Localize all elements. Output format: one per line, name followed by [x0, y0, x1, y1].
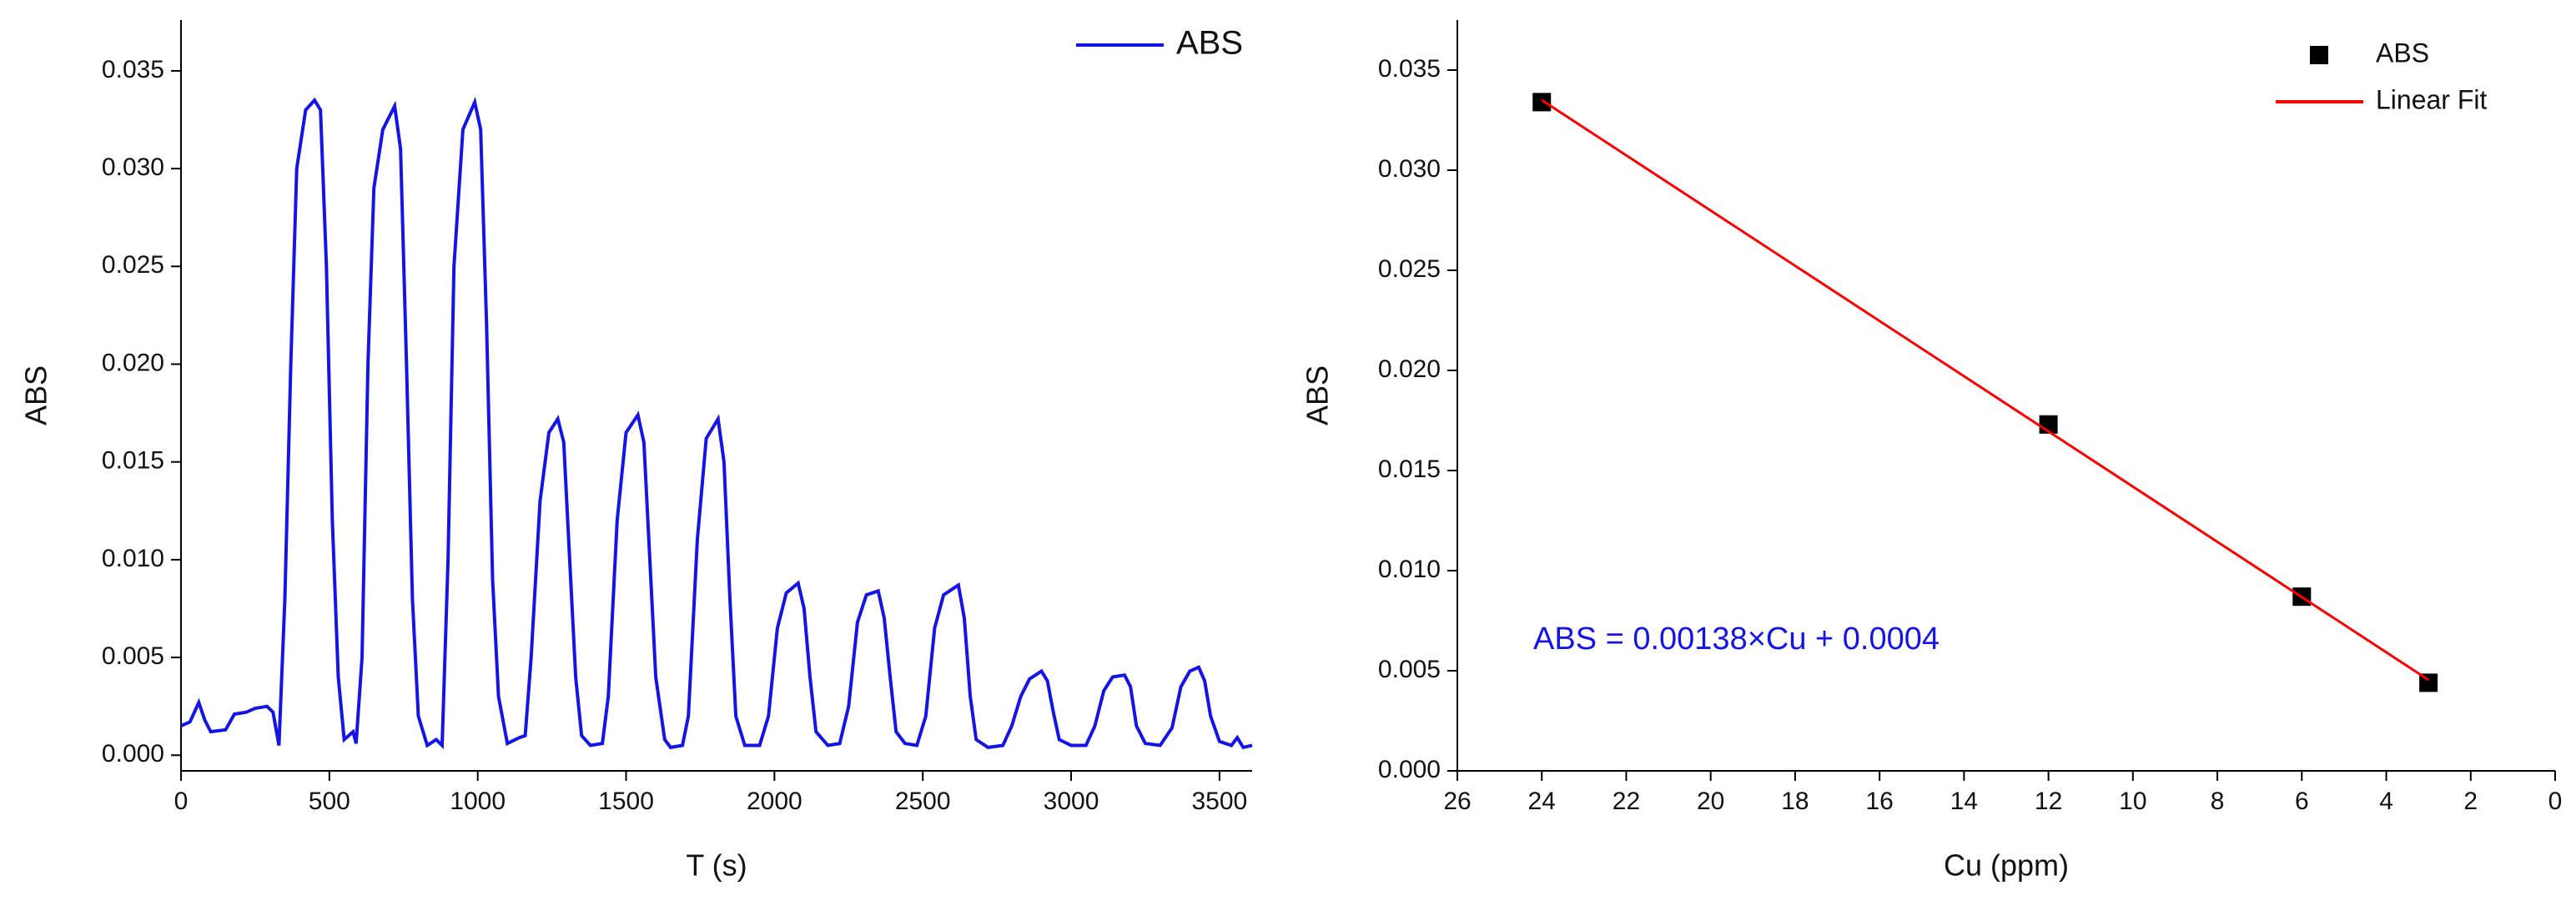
y-tick-label: 0.005: [1378, 656, 1441, 683]
x-tick-label: 20: [1697, 788, 1724, 815]
data-point: [1532, 93, 1552, 112]
y-tick-label: 0.030: [102, 154, 164, 181]
y-tick-label: 0.005: [102, 642, 164, 670]
legend-label: ABS: [2376, 38, 2429, 68]
y-tick-label: 0.020: [102, 349, 164, 376]
chart: 0.000 0.005 0.010 0.015 0.020 0.025 0.030 0.035…: [19, 20, 1253, 883]
x-tick-label: 14: [1950, 788, 1978, 815]
x-tick-label: 2000: [747, 788, 802, 815]
y-tick-label: 0.000: [1378, 756, 1441, 783]
x-tick-label: 0: [2548, 788, 2563, 815]
y-axis-title: ABS: [1301, 365, 1335, 425]
x-tick-label: 3000: [1044, 788, 1099, 815]
x-tick-label: 24: [1528, 788, 1556, 815]
equation: ABS = 0.00138×Cu + 0.0004: [1533, 622, 1940, 657]
y-tick-label: 0.010: [102, 545, 164, 572]
x-tick-label: 16: [1865, 788, 1893, 815]
legend-label: Linear Fit: [2376, 84, 2488, 114]
y-tick-label: 0.010: [1378, 556, 1441, 583]
x-tick-label: 18: [1781, 788, 1809, 815]
y-axis-title: ABS: [19, 365, 53, 425]
y-tick-label: 0.025: [102, 251, 164, 279]
x-tick-label: 8: [2211, 788, 2225, 815]
x-tick-label: 4: [2379, 788, 2393, 815]
x-tick-label: 12: [2035, 788, 2062, 815]
data-line: [180, 96, 1253, 750]
y-tick-label: 0.035: [102, 56, 164, 83]
y-tick-label: 0.000: [102, 740, 164, 768]
y-tick-label: 0.015: [102, 447, 164, 475]
x-tick-label: 1000: [450, 788, 506, 815]
x-tick-label: 0: [174, 788, 189, 815]
y-tick-label: 0.015: [1378, 456, 1441, 483]
legend-swatch: [2310, 46, 2328, 64]
x-axis-title: T (s): [686, 848, 747, 883]
x-tick-label: 26: [1443, 788, 1471, 815]
legend-label: ABS: [1176, 25, 1243, 62]
y-tick-label: 0.020: [1378, 355, 1441, 383]
x-tick-label: 6: [2295, 788, 2309, 815]
y-tick-label: 0.025: [1378, 255, 1441, 283]
x-tick-label: 1500: [598, 788, 654, 815]
x-tick-label: 2: [2463, 788, 2478, 815]
x-tick-label: 500: [309, 788, 350, 815]
y-tick-label: 0.030: [1378, 155, 1441, 183]
x-tick-label: 2500: [895, 788, 951, 815]
x-tick-label: 22: [1613, 788, 1640, 815]
x-axis-title: Cu (ppm): [1944, 848, 2069, 883]
chart: 0.000 0.005 0.010 0.015 0.020 0.025 0.030 0.035…: [1301, 20, 2563, 883]
data-line: [1541, 98, 2430, 682]
x-tick-label: 10: [2119, 788, 2146, 815]
x-tick-label: 3500: [1192, 788, 1248, 815]
y-tick-label: 0.035: [1378, 55, 1441, 83]
